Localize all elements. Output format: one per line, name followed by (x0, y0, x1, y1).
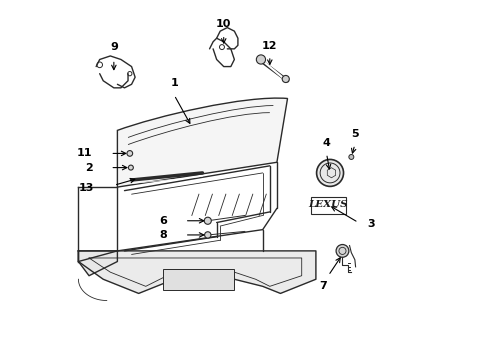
Circle shape (204, 217, 211, 224)
Text: 7: 7 (319, 281, 327, 291)
Text: 11: 11 (77, 148, 93, 158)
Polygon shape (78, 251, 316, 293)
Polygon shape (78, 251, 118, 276)
Text: 9: 9 (110, 42, 118, 53)
Text: 4: 4 (322, 138, 330, 148)
Text: 3: 3 (368, 219, 375, 229)
Circle shape (128, 165, 133, 170)
Circle shape (282, 76, 289, 82)
Circle shape (127, 150, 133, 156)
Circle shape (317, 159, 343, 186)
Bar (311, 197, 346, 214)
Text: ⬡: ⬡ (325, 166, 336, 179)
Circle shape (349, 154, 354, 159)
Text: 2: 2 (85, 163, 93, 172)
Text: 10: 10 (216, 19, 231, 30)
Text: 13: 13 (79, 183, 95, 193)
Text: 6: 6 (159, 216, 167, 226)
Bar (164, 269, 234, 290)
Text: 8: 8 (159, 230, 167, 240)
PathPatch shape (118, 98, 288, 187)
Text: 1: 1 (170, 78, 178, 88)
Text: 5: 5 (351, 129, 359, 139)
Circle shape (256, 55, 266, 64)
Circle shape (336, 244, 349, 257)
Text: LEXUS: LEXUS (309, 200, 348, 209)
Circle shape (205, 232, 211, 238)
Text: 12: 12 (262, 41, 277, 51)
